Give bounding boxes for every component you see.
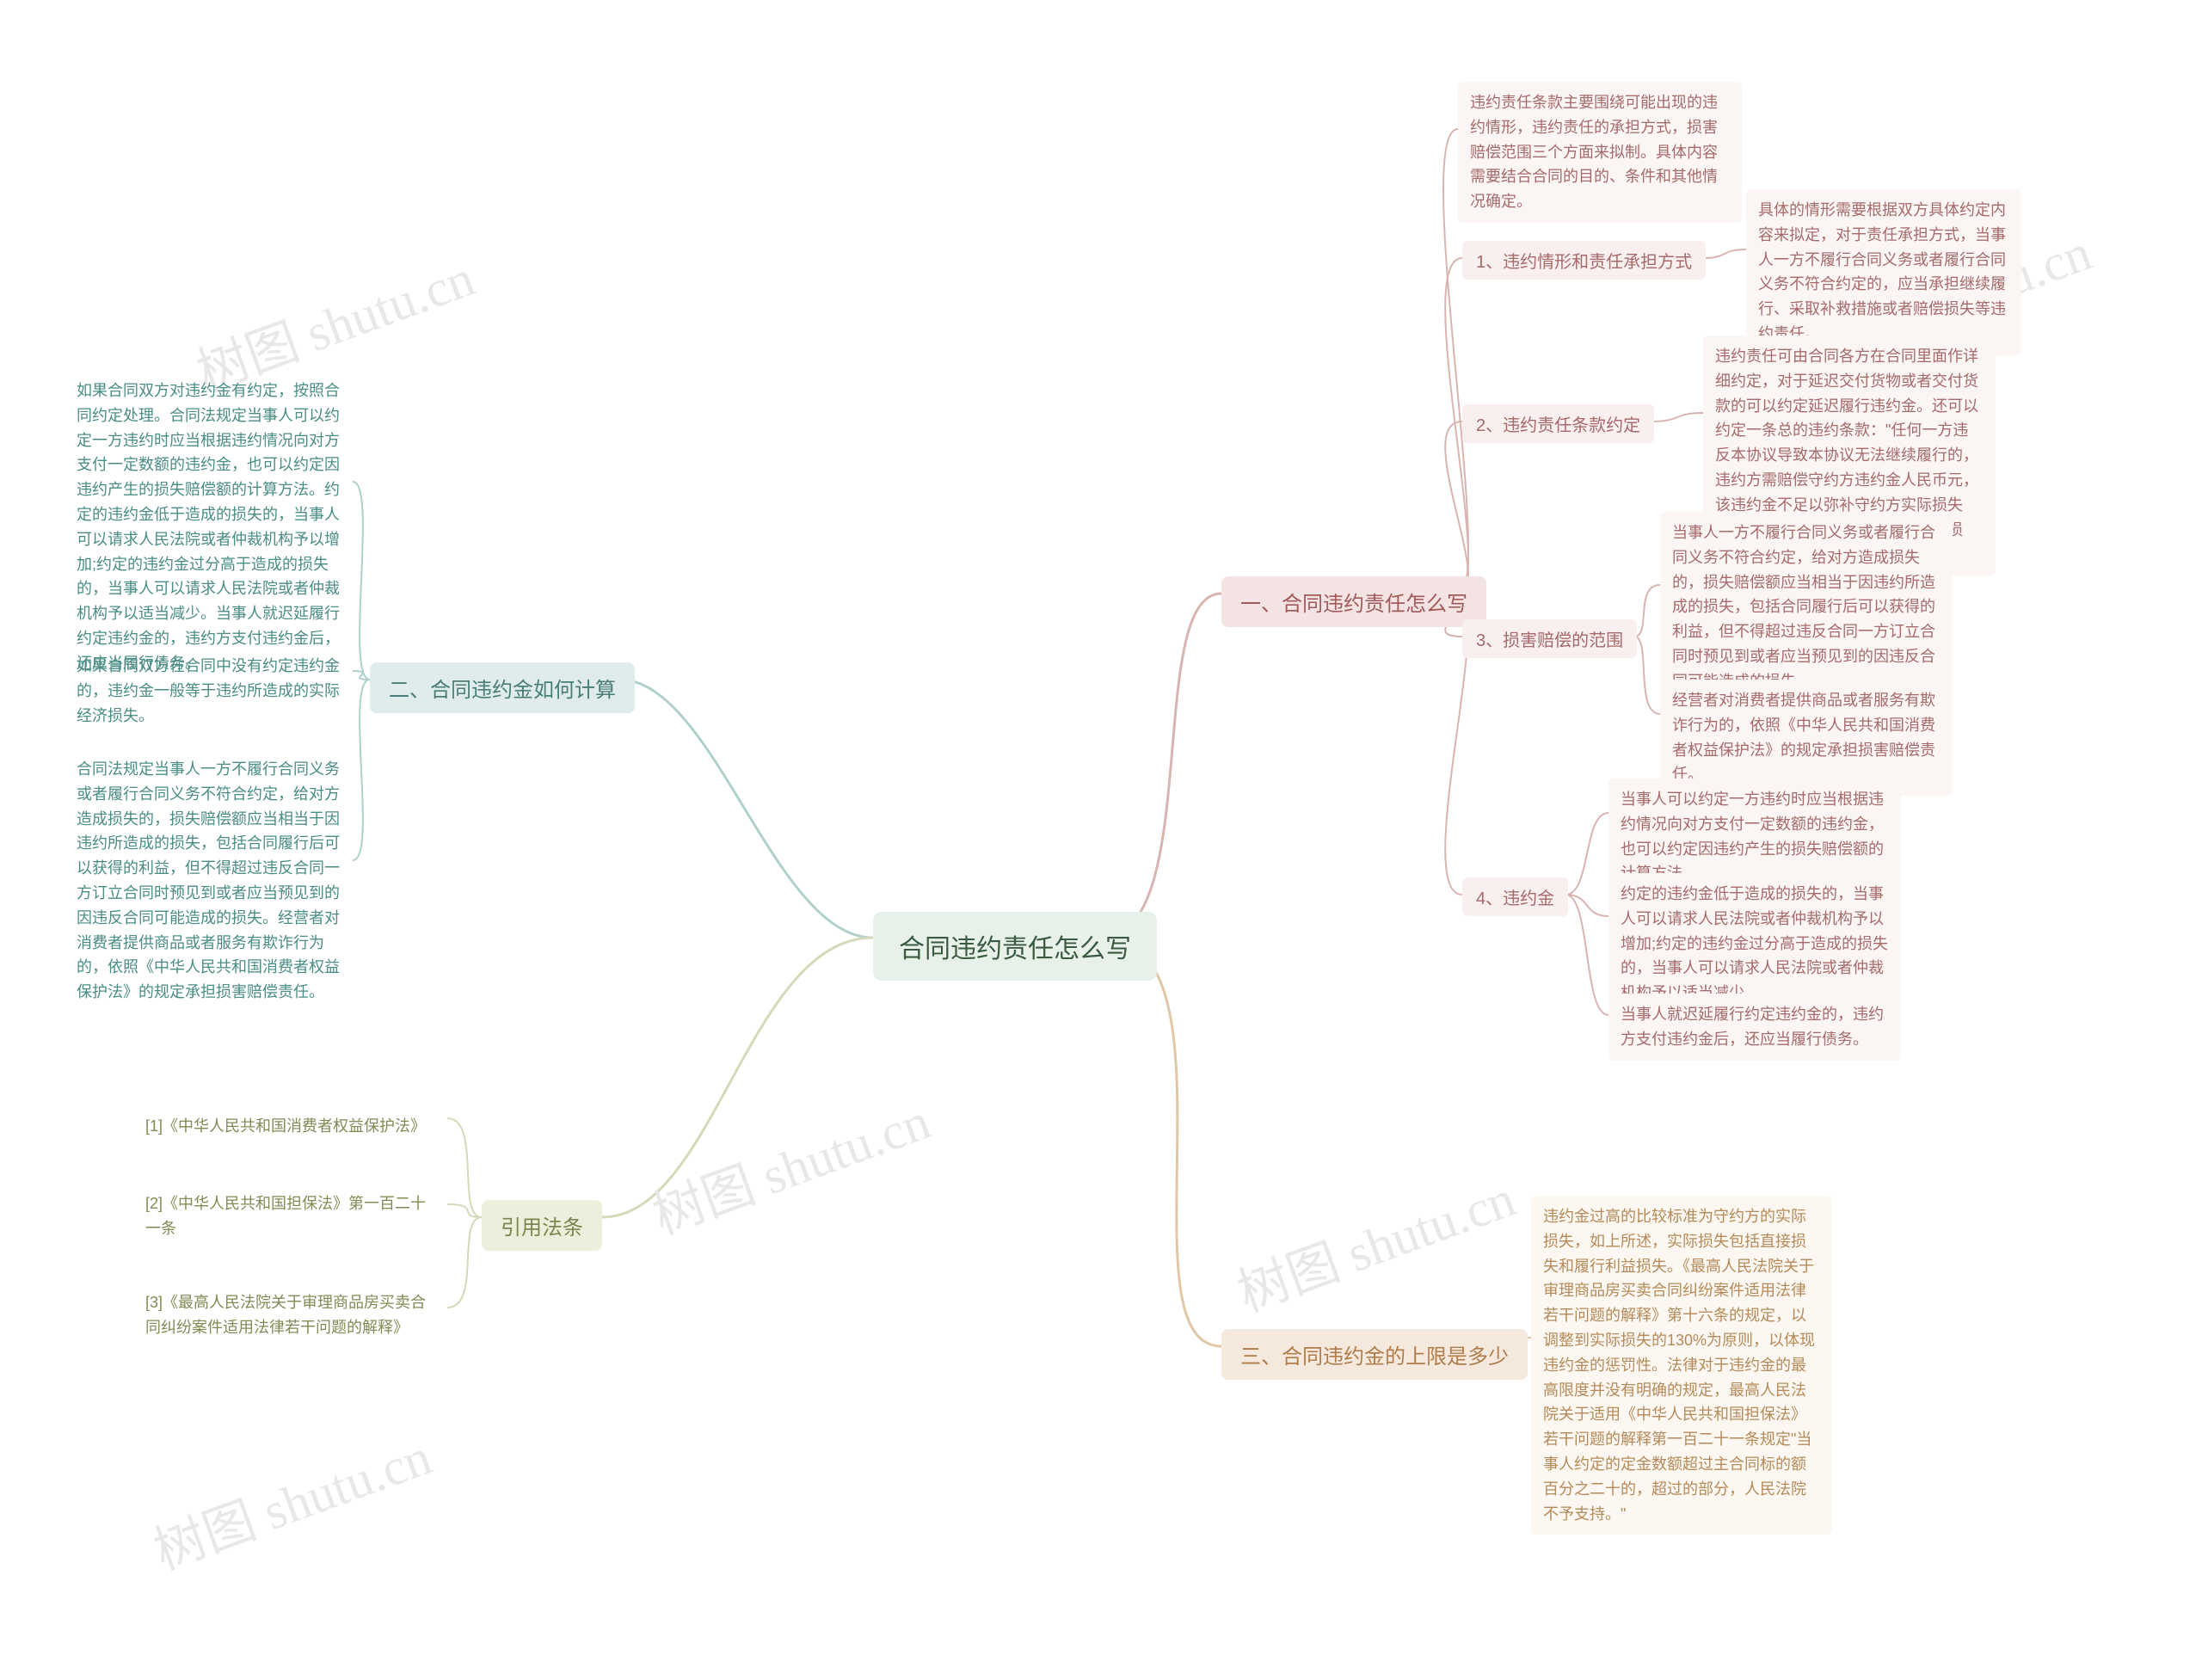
- branch-one[interactable]: 一、合同违约责任怎么写: [1221, 576, 1486, 627]
- leaf-4-2: [2]《中华人民共和国担保法》第一百二十一条: [133, 1183, 443, 1250]
- branch-one-intro: 违约责任条款主要围绕可能出现的违约情形，违约责任的承担方式，损害赔偿范围三个方面…: [1458, 82, 1742, 223]
- sub-1-3[interactable]: 3、损害赔偿的范围: [1462, 619, 1637, 658]
- leaf-2-3: 合同法规定当事人一方不履行合同义务或者履行合同义务不符合约定，给对方造成损失的，…: [65, 748, 357, 1013]
- leaf-2-1: 如果合同双方对违约金有约定，按照合同约定处理。合同法规定当事人可以约定一方违约时…: [65, 370, 357, 685]
- center-node[interactable]: 合同违约责任怎么写: [873, 912, 1157, 981]
- sub-1-1[interactable]: 1、违约情形和责任承担方式: [1462, 241, 1706, 280]
- branch-two[interactable]: 二、合同违约金如何计算: [370, 662, 635, 713]
- branch-three[interactable]: 三、合同违约金的上限是多少: [1221, 1329, 1528, 1380]
- branch-four[interactable]: 引用法条: [482, 1200, 602, 1251]
- leaf-3-1: 违约金过高的比较标准为守约方的实际损失，如上所述，实际损失包括直接损失和履行利益…: [1531, 1196, 1832, 1535]
- sub-1-2[interactable]: 2、违约责任条款约定: [1462, 404, 1654, 443]
- leaf-1-3-1: 当事人一方不履行合同义务或者履行合同义务不符合约定，给对方造成损失的，损失赔偿额…: [1660, 512, 1953, 703]
- leaf-2-2: 如果合同双方在合同中没有约定违约金的，违约金一般等于违约所造成的实际经济损失。: [65, 645, 357, 736]
- leaf-4-1: [1]《中华人民共和国消费者权益保护法》: [133, 1105, 438, 1148]
- leaf-4-3: [3]《最高人民法院关于审理商品房买卖合同纠纷案件适用法律若干问题的解释》: [133, 1282, 443, 1349]
- leaf-1-1-1: 具体的情形需要根据双方具体约定内容来拟定，对于责任承担方式，当事人一方不履行合同…: [1746, 189, 2021, 355]
- sub-1-4[interactable]: 4、违约金: [1462, 877, 1568, 916]
- leaf-1-4-3: 当事人就迟延履行约定违约金的，违约方支付违约金后，还应当履行债务。: [1608, 994, 1901, 1061]
